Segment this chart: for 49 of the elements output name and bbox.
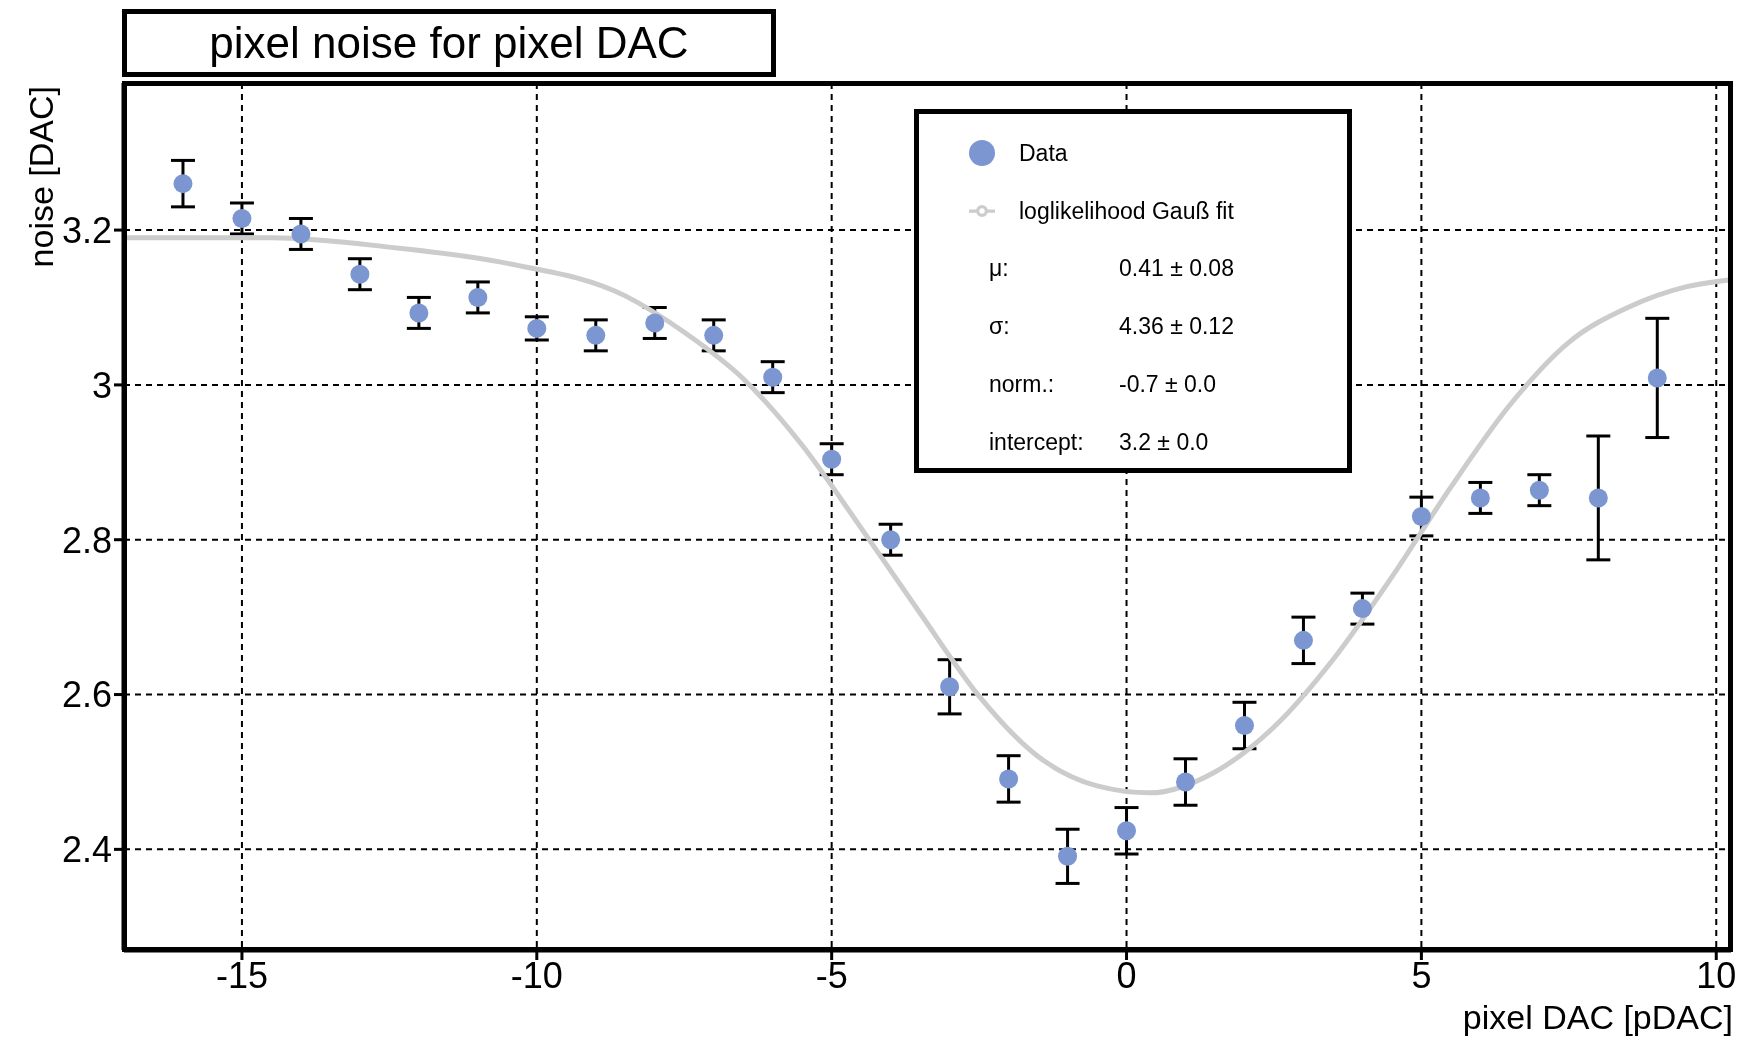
- point: [1588, 488, 1608, 508]
- point: [1647, 368, 1667, 388]
- point: [645, 313, 665, 333]
- point: [350, 264, 370, 284]
- x-axis-title: pixel DAC [pDAC]: [1462, 998, 1733, 1037]
- y-tick-label: 2.8: [61, 519, 112, 561]
- annotation: 0.41 ± 0.08: [1119, 254, 1234, 282]
- y-tick-label: 3.2: [61, 209, 112, 251]
- annotation: -0.7 ± 0.0: [1119, 370, 1217, 398]
- legend-label: Data: [1019, 139, 1068, 166]
- x-tick-label: 0: [1116, 954, 1137, 996]
- point: [1058, 846, 1078, 866]
- point: [1234, 716, 1254, 736]
- x-tick-label: -5: [815, 954, 848, 996]
- x-tick-label: -15: [215, 954, 268, 996]
- annotation: σ:: [989, 312, 1011, 340]
- annotation: intercept:: [989, 428, 1085, 456]
- point: [822, 449, 842, 469]
- y-tick-label: 2.4: [61, 829, 112, 871]
- point: [763, 367, 783, 387]
- point: [1176, 772, 1195, 792]
- annotation: 4.36 ± 0.12: [1119, 312, 1234, 340]
- x-tick-label: -10: [510, 954, 563, 996]
- point: [881, 530, 901, 550]
- point: [1529, 480, 1549, 500]
- chart-title: pixel noise for pixel DAC: [122, 9, 776, 77]
- legend-label: loglikelihood Gauß fit: [1019, 197, 1234, 224]
- point: [586, 325, 606, 345]
- y-tick-label: 3: [91, 364, 112, 406]
- point: [1411, 507, 1431, 526]
- x-tick-label: 5: [1411, 954, 1432, 996]
- annotation: norm.:: [989, 370, 1056, 398]
- y-axis-title: noise [DAC]: [22, 86, 61, 268]
- point: [291, 224, 311, 244]
- point: [999, 769, 1019, 789]
- y-tick-label: 2.6: [61, 674, 112, 716]
- point: [1117, 821, 1137, 841]
- point: [940, 677, 960, 697]
- annotation: 3.2 ± 0.0: [1119, 428, 1209, 456]
- point: [1470, 488, 1490, 508]
- point: [468, 287, 488, 307]
- point: [704, 325, 724, 345]
- point: [1352, 599, 1372, 619]
- point: [1293, 630, 1313, 650]
- x-tick-label: 10: [1696, 954, 1737, 996]
- point: [232, 208, 252, 228]
- point: [409, 303, 429, 323]
- point: [173, 174, 193, 194]
- annotation: μ:: [989, 254, 1010, 282]
